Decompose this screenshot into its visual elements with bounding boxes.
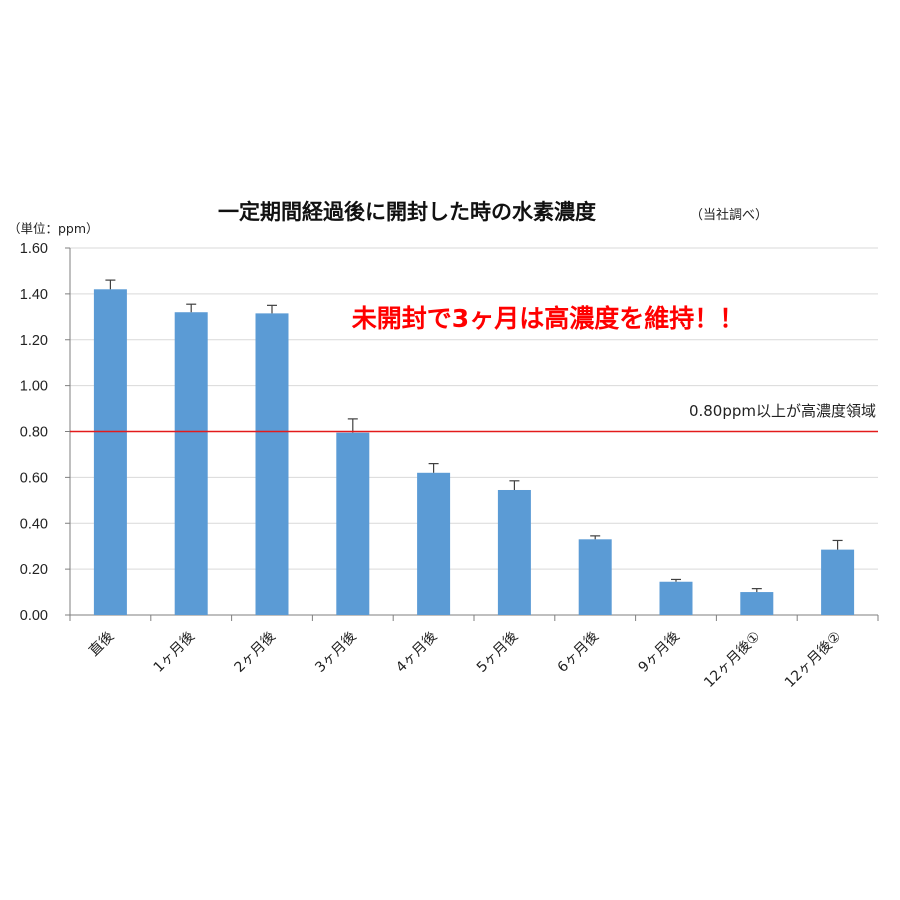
chart-title: 一定期間経過後に開封した時の水素濃度 xyxy=(218,200,596,224)
bar xyxy=(255,313,289,615)
y-tick-label: 1.00 xyxy=(20,379,48,395)
x-tick-label: 2ヶ月後 xyxy=(232,629,279,676)
chart-source-note: （当社調べ） xyxy=(690,207,768,223)
bar xyxy=(174,312,208,615)
bar xyxy=(336,432,370,615)
bar xyxy=(659,581,693,615)
x-tick-label: 3ヶ月後 xyxy=(312,629,359,676)
bar xyxy=(417,472,451,615)
x-tick-label: 12ヶ月後① xyxy=(701,629,763,691)
x-tick-label: 5ヶ月後 xyxy=(474,629,521,676)
x-tick-label: 12ヶ月後② xyxy=(782,629,844,691)
error-bars xyxy=(105,279,843,593)
y-tick-label: 0.40 xyxy=(20,516,48,532)
x-tick-label: 4ヶ月後 xyxy=(393,629,440,676)
bar xyxy=(821,549,855,615)
bar xyxy=(740,592,774,615)
x-tick-label: 9ヶ月後 xyxy=(636,629,683,676)
y-tick-label: 1.40 xyxy=(20,287,48,303)
threshold-label: 0.80ppm以上が高濃度領域 xyxy=(689,402,876,420)
x-tick-label: 直後 xyxy=(85,628,117,660)
y-tick-label: 1.20 xyxy=(20,333,48,349)
x-ticks: 直後 1ヶ月後 2ヶ月後 3ヶ月後 4ヶ月後 5ヶ月後 6ヶ月後 9ヶ月後 12ヶ月後① 12ヶ月… xyxy=(85,628,844,691)
y-tick-label: 0.00 xyxy=(20,608,48,624)
x-tick-label: 6ヶ月後 xyxy=(555,629,602,676)
y-tick-label: 0.80 xyxy=(20,425,48,441)
x-tick-label: 1ヶ月後 xyxy=(151,629,198,676)
bars xyxy=(93,289,855,615)
y-tick-label: 0.60 xyxy=(20,470,48,486)
bar xyxy=(497,489,531,615)
y-tick-label: 0.20 xyxy=(20,562,48,578)
y-ticks: 0.00 0.20 0.40 0.60 0.80 1.00 1.20 1.40 1.60 xyxy=(20,241,48,624)
callout-text: 未開封で3ヶ月は高濃度を維持！！ xyxy=(352,304,744,333)
bar xyxy=(93,289,127,615)
y-unit-label: （単位：ppm） xyxy=(8,221,99,236)
y-tick-label: 1.60 xyxy=(20,241,48,257)
bar xyxy=(578,539,612,615)
